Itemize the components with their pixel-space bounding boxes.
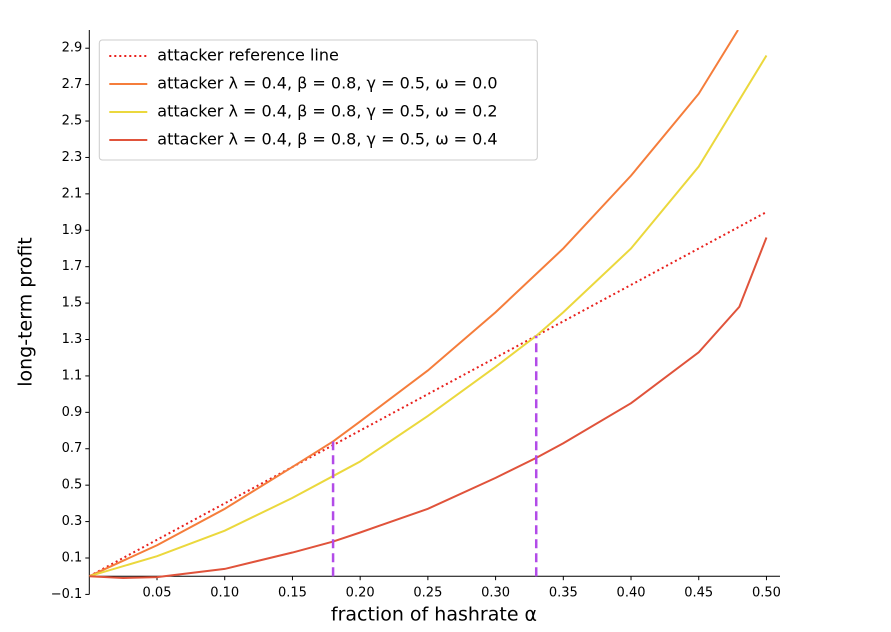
- y-tick-label: 2.3: [62, 150, 83, 165]
- legend-label: attacker reference line: [157, 46, 339, 65]
- x-tick-label: 0.50: [752, 586, 781, 601]
- y-tick-label: 1.7: [62, 259, 83, 274]
- x-tick-label: 0.40: [617, 586, 646, 601]
- y-tick-label: 1.9: [62, 223, 83, 238]
- x-tick-label: 0.35: [549, 586, 578, 601]
- y-tick-label: 0.9: [62, 405, 83, 420]
- y-axis-label: long-term profit: [15, 237, 37, 387]
- y-tick-label: 2.1: [62, 186, 83, 201]
- legend-box: [98, 39, 538, 161]
- y-tick-label: 0.3: [62, 514, 83, 529]
- y-tick-label: 2.7: [62, 77, 83, 92]
- legend-label: attacker λ = 0.4, β = 0.8, γ = 0.5, ω = …: [157, 102, 497, 121]
- series-line: [89, 30, 739, 578]
- x-tick-label: 0.45: [684, 586, 713, 601]
- x-tick-label: 0.25: [413, 586, 442, 601]
- x-tick-label: 0.20: [346, 586, 375, 601]
- legend-label: attacker λ = 0.4, β = 0.8, γ = 0.5, ω = …: [157, 74, 497, 93]
- y-tick-label: 2.9: [62, 41, 83, 56]
- y-tick-label: −0.1: [51, 587, 83, 602]
- y-tick-label: 1.1: [62, 368, 83, 383]
- x-tick-label: 0.15: [278, 586, 307, 601]
- y-tick-label: 2.5: [62, 114, 83, 129]
- x-tick-label: 0.30: [481, 586, 510, 601]
- legend-label: attacker λ = 0.4, β = 0.8, γ = 0.5, ω = …: [157, 130, 497, 149]
- series-line: [89, 237, 768, 580]
- y-tick-label: 1.5: [62, 296, 83, 311]
- y-tick-label: 0.7: [62, 441, 83, 456]
- x-tick-label: 0.05: [143, 586, 172, 601]
- series-line: [89, 211, 767, 578]
- y-tick-label: 0.1: [62, 550, 83, 565]
- x-tick-label: 0.10: [210, 586, 239, 601]
- x-axis-label: fraction of hashrate α: [331, 604, 537, 626]
- series-line: [89, 54, 768, 578]
- y-tick-label: 1.3: [62, 332, 83, 347]
- y-tick-label: 0.5: [62, 478, 83, 493]
